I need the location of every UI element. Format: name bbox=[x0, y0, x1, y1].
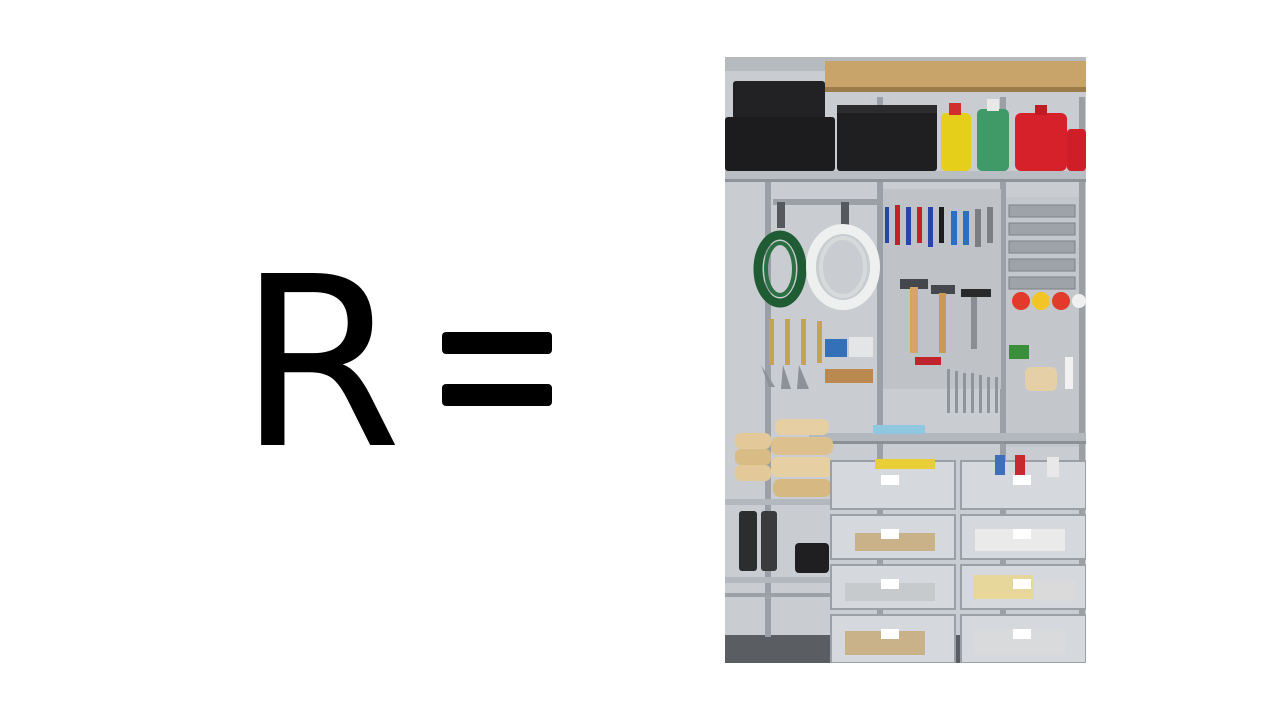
wrenches bbox=[947, 369, 998, 413]
black-storage-bins bbox=[725, 81, 937, 171]
round-baskets bbox=[735, 419, 833, 497]
equals-sign bbox=[442, 332, 552, 408]
vertical-rails bbox=[765, 97, 1085, 637]
garden-tools bbox=[761, 319, 873, 389]
work-gloves bbox=[1009, 345, 1073, 391]
equals-bar-top bbox=[442, 332, 552, 354]
wood-board bbox=[825, 61, 1086, 91]
hammers bbox=[900, 279, 991, 353]
garage-storage-photo bbox=[725, 57, 1086, 663]
upper-shelf bbox=[725, 171, 1086, 179]
garden-hoses bbox=[753, 224, 880, 310]
variable-r: R bbox=[238, 226, 402, 501]
tape-rolls bbox=[1012, 292, 1086, 310]
mesh-drawers bbox=[830, 455, 1086, 663]
hose-hooks bbox=[777, 202, 849, 228]
workbench-shelf bbox=[809, 433, 1086, 441]
hardware-trays bbox=[1008, 204, 1076, 290]
boots bbox=[739, 511, 829, 573]
liquid-containers bbox=[941, 99, 1086, 171]
equals-bar-bottom bbox=[442, 384, 552, 406]
screwdrivers bbox=[885, 205, 993, 247]
